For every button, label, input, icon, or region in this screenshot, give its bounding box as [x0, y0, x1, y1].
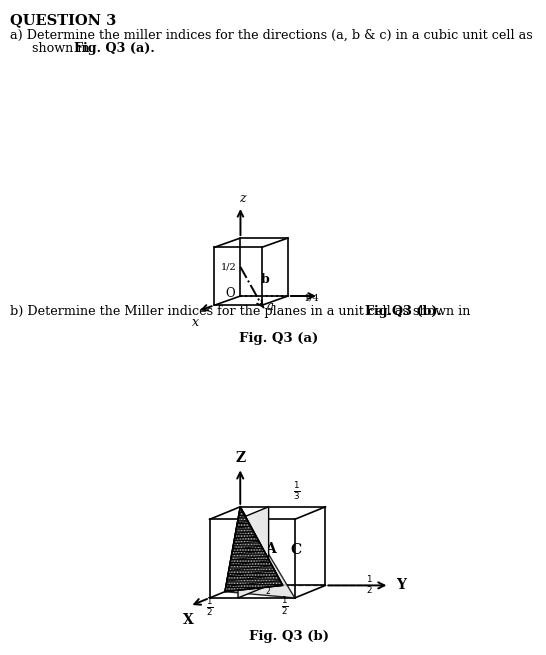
Text: $\frac{1}{2}$: $\frac{1}{2}$: [206, 596, 214, 618]
Text: C: C: [290, 543, 301, 557]
Text: Fig. Q3 (a): Fig. Q3 (a): [239, 331, 318, 345]
Text: b: b: [261, 273, 270, 286]
Polygon shape: [225, 507, 283, 591]
Text: $\frac{1}{2}$: $\frac{1}{2}$: [366, 574, 373, 596]
Polygon shape: [225, 586, 283, 591]
Text: Fig. Q3 (a).: Fig. Q3 (a).: [74, 42, 155, 55]
Text: B: B: [231, 556, 243, 570]
Text: 1/2: 1/2: [221, 262, 236, 271]
Text: $\frac{1}{2}$: $\frac{1}{2}$: [281, 595, 288, 616]
Text: $\frac{1}{3}$: $\frac{1}{3}$: [293, 481, 300, 502]
Text: a) Determine the miller indices for the directions (a, b & c) in a cubic unit ce: a) Determine the miller indices for the …: [10, 29, 533, 42]
Text: Fig.Q3 (b).: Fig.Q3 (b).: [365, 305, 442, 318]
Text: Fig. Q3 (b): Fig. Q3 (b): [250, 629, 329, 643]
Text: a: a: [266, 300, 273, 313]
Text: A: A: [265, 542, 276, 556]
Polygon shape: [238, 507, 269, 598]
Text: 1/4: 1/4: [304, 293, 319, 302]
Text: shown in: shown in: [32, 42, 93, 55]
Text: z: z: [239, 192, 245, 205]
Text: Y: Y: [396, 578, 406, 592]
Polygon shape: [225, 507, 295, 598]
Text: QUESTION 3: QUESTION 3: [10, 13, 116, 27]
Text: b) Determine the Miller indices for the planes in a unit cell as shown in: b) Determine the Miller indices for the …: [10, 305, 474, 318]
Text: $\frac{1}{2}$: $\frac{1}{2}$: [265, 576, 272, 598]
Text: X: X: [183, 613, 193, 627]
Text: x: x: [192, 316, 199, 329]
Text: Z: Z: [235, 451, 245, 465]
Text: O: O: [225, 287, 235, 299]
